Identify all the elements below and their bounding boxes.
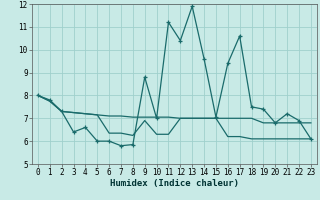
X-axis label: Humidex (Indice chaleur): Humidex (Indice chaleur) (110, 179, 239, 188)
